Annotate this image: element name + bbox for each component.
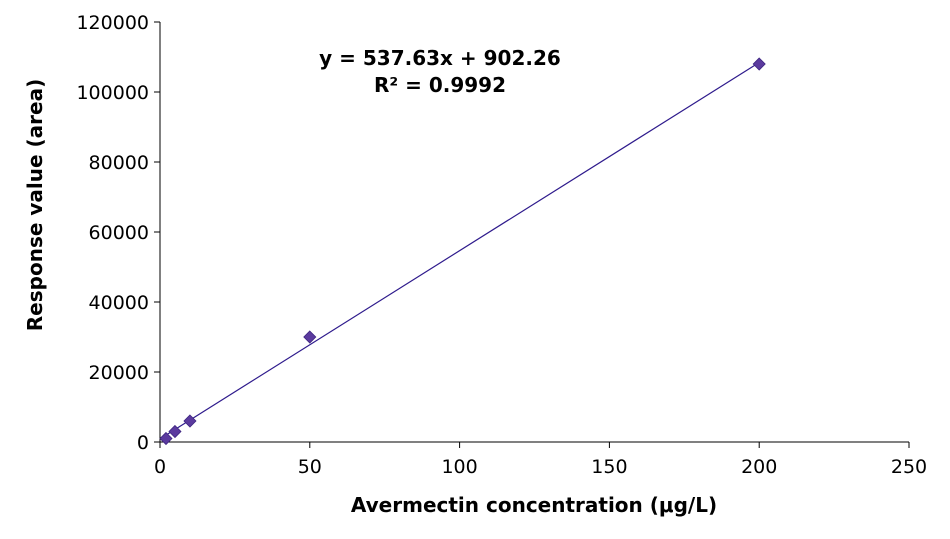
- data-point: [752, 57, 766, 71]
- x-tick-label: 0: [154, 456, 166, 478]
- x-axis-title: Avermectin concentration (μg/L): [351, 493, 717, 517]
- x-tick-label: 250: [891, 456, 927, 478]
- data-point: [168, 424, 182, 439]
- r-squared-label: R² = 0.9992: [374, 73, 506, 97]
- y-tick-label: 120000: [76, 12, 149, 34]
- x-axis-ticks: 0 50 100 150 200 250: [154, 442, 927, 478]
- data-point: [183, 414, 197, 428]
- y-tick-label: 60000: [89, 222, 149, 244]
- x-tick-label: 200: [741, 456, 777, 478]
- y-axis-ticks: 0 20000 40000 60000 80000 100000 120000: [76, 12, 160, 454]
- y-tick-label: 0: [137, 432, 149, 454]
- data-points: [159, 57, 766, 446]
- y-tick-label: 100000: [76, 82, 149, 104]
- x-tick-label: 50: [298, 456, 322, 478]
- y-tick-label: 40000: [89, 292, 149, 314]
- y-tick-label: 20000: [89, 362, 149, 384]
- data-point: [159, 431, 173, 446]
- y-tick-label: 80000: [89, 152, 149, 174]
- y-axis-title: Response value (area): [23, 79, 47, 331]
- x-tick-label: 100: [441, 456, 477, 478]
- trendline-equation: y = 537.63x + 902.26: [319, 46, 561, 70]
- x-tick-label: 150: [591, 456, 627, 478]
- linear-trendline: [165, 61, 760, 436]
- data-point: [303, 330, 317, 344]
